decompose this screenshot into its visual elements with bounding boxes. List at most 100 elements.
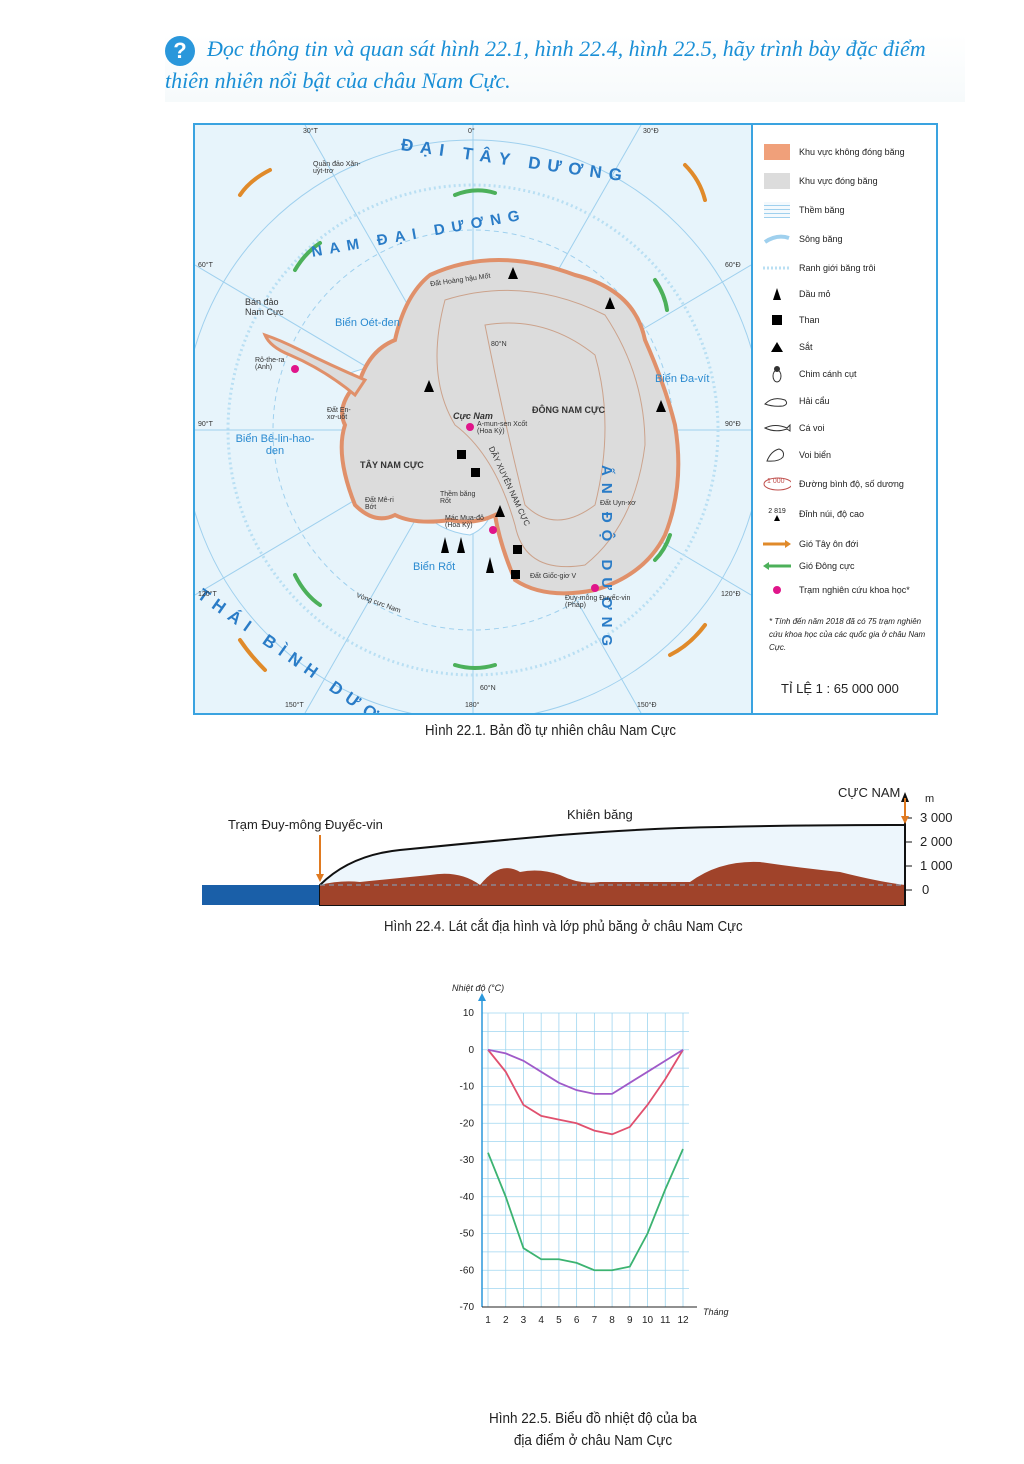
easterly-arrow (763, 557, 791, 575)
y-tick-label: -40 (460, 1192, 475, 1203)
oil-marker (441, 537, 449, 553)
x-tick-label: 3 (521, 1315, 527, 1326)
iron-marker (495, 505, 505, 517)
legend-item: Voi biển (763, 446, 831, 464)
chart-caption: Hình 22.5. Biểu đồ nhiệt độ của ba địa đ… (489, 1410, 697, 1449)
legend-item: 2 819 Đỉnh núi, độ cao (763, 505, 864, 523)
seal-icon (763, 392, 791, 410)
x-tick-label: 11 (660, 1315, 671, 1326)
label-south-georgia: Quần đảo Xăn-uýt-trơ (313, 161, 361, 175)
oil-marker (486, 557, 494, 573)
y-tick-label: -10 (460, 1082, 475, 1093)
iron-marker (656, 400, 666, 412)
y-tick-label: -70 (460, 1302, 475, 1313)
coal-marker (511, 570, 520, 579)
tick-2000: 2 000 (920, 834, 953, 849)
penguin-icon (763, 365, 791, 383)
iron-marker (424, 380, 434, 392)
ice-free-swatch (763, 143, 791, 161)
label-weddell: Biển Oét-đen (335, 317, 400, 329)
coal-marker (457, 450, 466, 459)
contour-icon: 1 000 (763, 475, 791, 493)
question-icon: ? (165, 35, 195, 66)
x-tick-label: 2 (503, 1315, 509, 1326)
legend-item: Gió Đông cực (763, 557, 855, 575)
x-tick-label: 12 (677, 1315, 689, 1326)
x-tick-label: 10 (642, 1315, 654, 1326)
research-stations (291, 365, 599, 592)
iron-marker (508, 267, 518, 279)
tick-0: 0 (922, 882, 930, 897)
station-label: Trạm Đuy-mông Đuyếc-vin (228, 817, 383, 832)
ice-shield-label: Khiên băng (567, 807, 633, 822)
temperature-chart: 100-10-20-30-40-50-60-701 2 3 4 5 6 7 8 9 10 11 12N… (452, 983, 729, 1326)
y-tick-label: 0 (468, 1045, 474, 1056)
series-line (487, 1148, 684, 1272)
legend-item: Than (763, 311, 820, 329)
cross-section-caption: Hình 22.4. Lát cắt địa hình và lớp phủ b… (384, 918, 743, 935)
legend-item: Gió Tây ôn đới (763, 535, 858, 553)
deg-60w: 60°T (198, 262, 213, 269)
label-west-antarctica: TÂY NAM CỰC (360, 460, 424, 470)
cross-section: Trạm Đuy-mông Đuyếc-vin Khiên băng CỰC N… (0, 770, 1024, 950)
label-ross-shelf: Thềm băng Rốt (440, 491, 476, 505)
label-bellingshausen: Biển Bê-lin-hao-den (235, 433, 315, 457)
antarctic-continent (339, 258, 681, 596)
legend-item: Thềm băng (763, 201, 845, 219)
series-line (487, 1049, 684, 1136)
iron-marker (605, 297, 615, 309)
tick-1000: 1 000 (920, 858, 953, 873)
westerly-arrow (763, 535, 791, 553)
iron-icon (763, 338, 791, 356)
x-tick-label: 7 (592, 1315, 598, 1326)
label-amundsen: A-mun-sen Xcốt (Hoa Kỳ) (477, 421, 528, 435)
legend-item: Sông băng (763, 230, 843, 248)
bedrock (320, 861, 905, 905)
label-george: Đất Giốc-giơ V (530, 573, 577, 580)
label-davis: Biển Đa-vít (655, 373, 710, 385)
legend-item: Sắt (763, 338, 813, 356)
legend-item: Khu vực không đóng băng (763, 143, 905, 161)
antarctica-map: ĐẠI TÂY DƯƠNG NAM ĐẠI DƯƠNG THÁI BÌNH DƯ… (193, 123, 938, 715)
x-tick-label: 8 (609, 1315, 615, 1326)
deg-90e: 90°Đ (725, 421, 741, 428)
legend-item: Ranh giới băng trôi (763, 259, 875, 277)
x-axis-title: Tháng (703, 1307, 729, 1317)
glacier-icon (763, 230, 791, 248)
station-mcmurdo (489, 526, 497, 534)
y-tick-label: -30 (460, 1155, 475, 1166)
coal-marker (471, 468, 480, 477)
sea-block (202, 885, 320, 905)
legend-item: Chim cánh cụt (763, 365, 857, 383)
station-dumont (591, 584, 599, 592)
label-wilkes: Đất Uyn-xơ (600, 500, 636, 507)
x-tick-label: 1 (485, 1315, 491, 1326)
deg-120e: 120°Đ (721, 591, 741, 598)
sea-ice-boundary (226, 183, 720, 677)
series-line (487, 1048, 684, 1095)
label-ross: Biển Rốt (413, 561, 456, 573)
map-scale: TỈ LỆ 1 : 65 000 000 (781, 681, 899, 696)
legend-item: Trạm nghiên cứu khoa học* (763, 581, 910, 599)
oil-marker (457, 537, 465, 553)
ice-shelf-swatch (763, 201, 791, 219)
y-axis-title: Nhiệt độ (°C) (452, 983, 504, 993)
deg-60s: 60°N (480, 685, 496, 692)
y-tick-label: -50 (460, 1229, 475, 1240)
oil-icon (763, 285, 791, 303)
deg-30e: 30°Đ (643, 128, 659, 135)
map-caption: Hình 22.1. Bản đồ tự nhiên châu Nam Cực (425, 722, 677, 739)
deg-180: 180° (465, 702, 480, 709)
deg-150w: 150°T (285, 702, 304, 709)
deg-0: 0° (468, 128, 475, 135)
legend-item: Khu vực đóng băng (763, 172, 878, 190)
ocean-indian: ẤN ĐỘ DƯƠNG (598, 465, 615, 654)
coal-icon (763, 311, 791, 329)
deg-80s: 80°N (491, 341, 507, 348)
x-tick-label: 5 (556, 1315, 562, 1326)
cross-section-graphic (202, 792, 912, 906)
y-axis-arrow (478, 993, 486, 1001)
coal-marker (513, 545, 522, 554)
sea-ice-line (763, 259, 791, 277)
legend-item: 1 000 Đường bình độ, số dương (763, 475, 904, 493)
